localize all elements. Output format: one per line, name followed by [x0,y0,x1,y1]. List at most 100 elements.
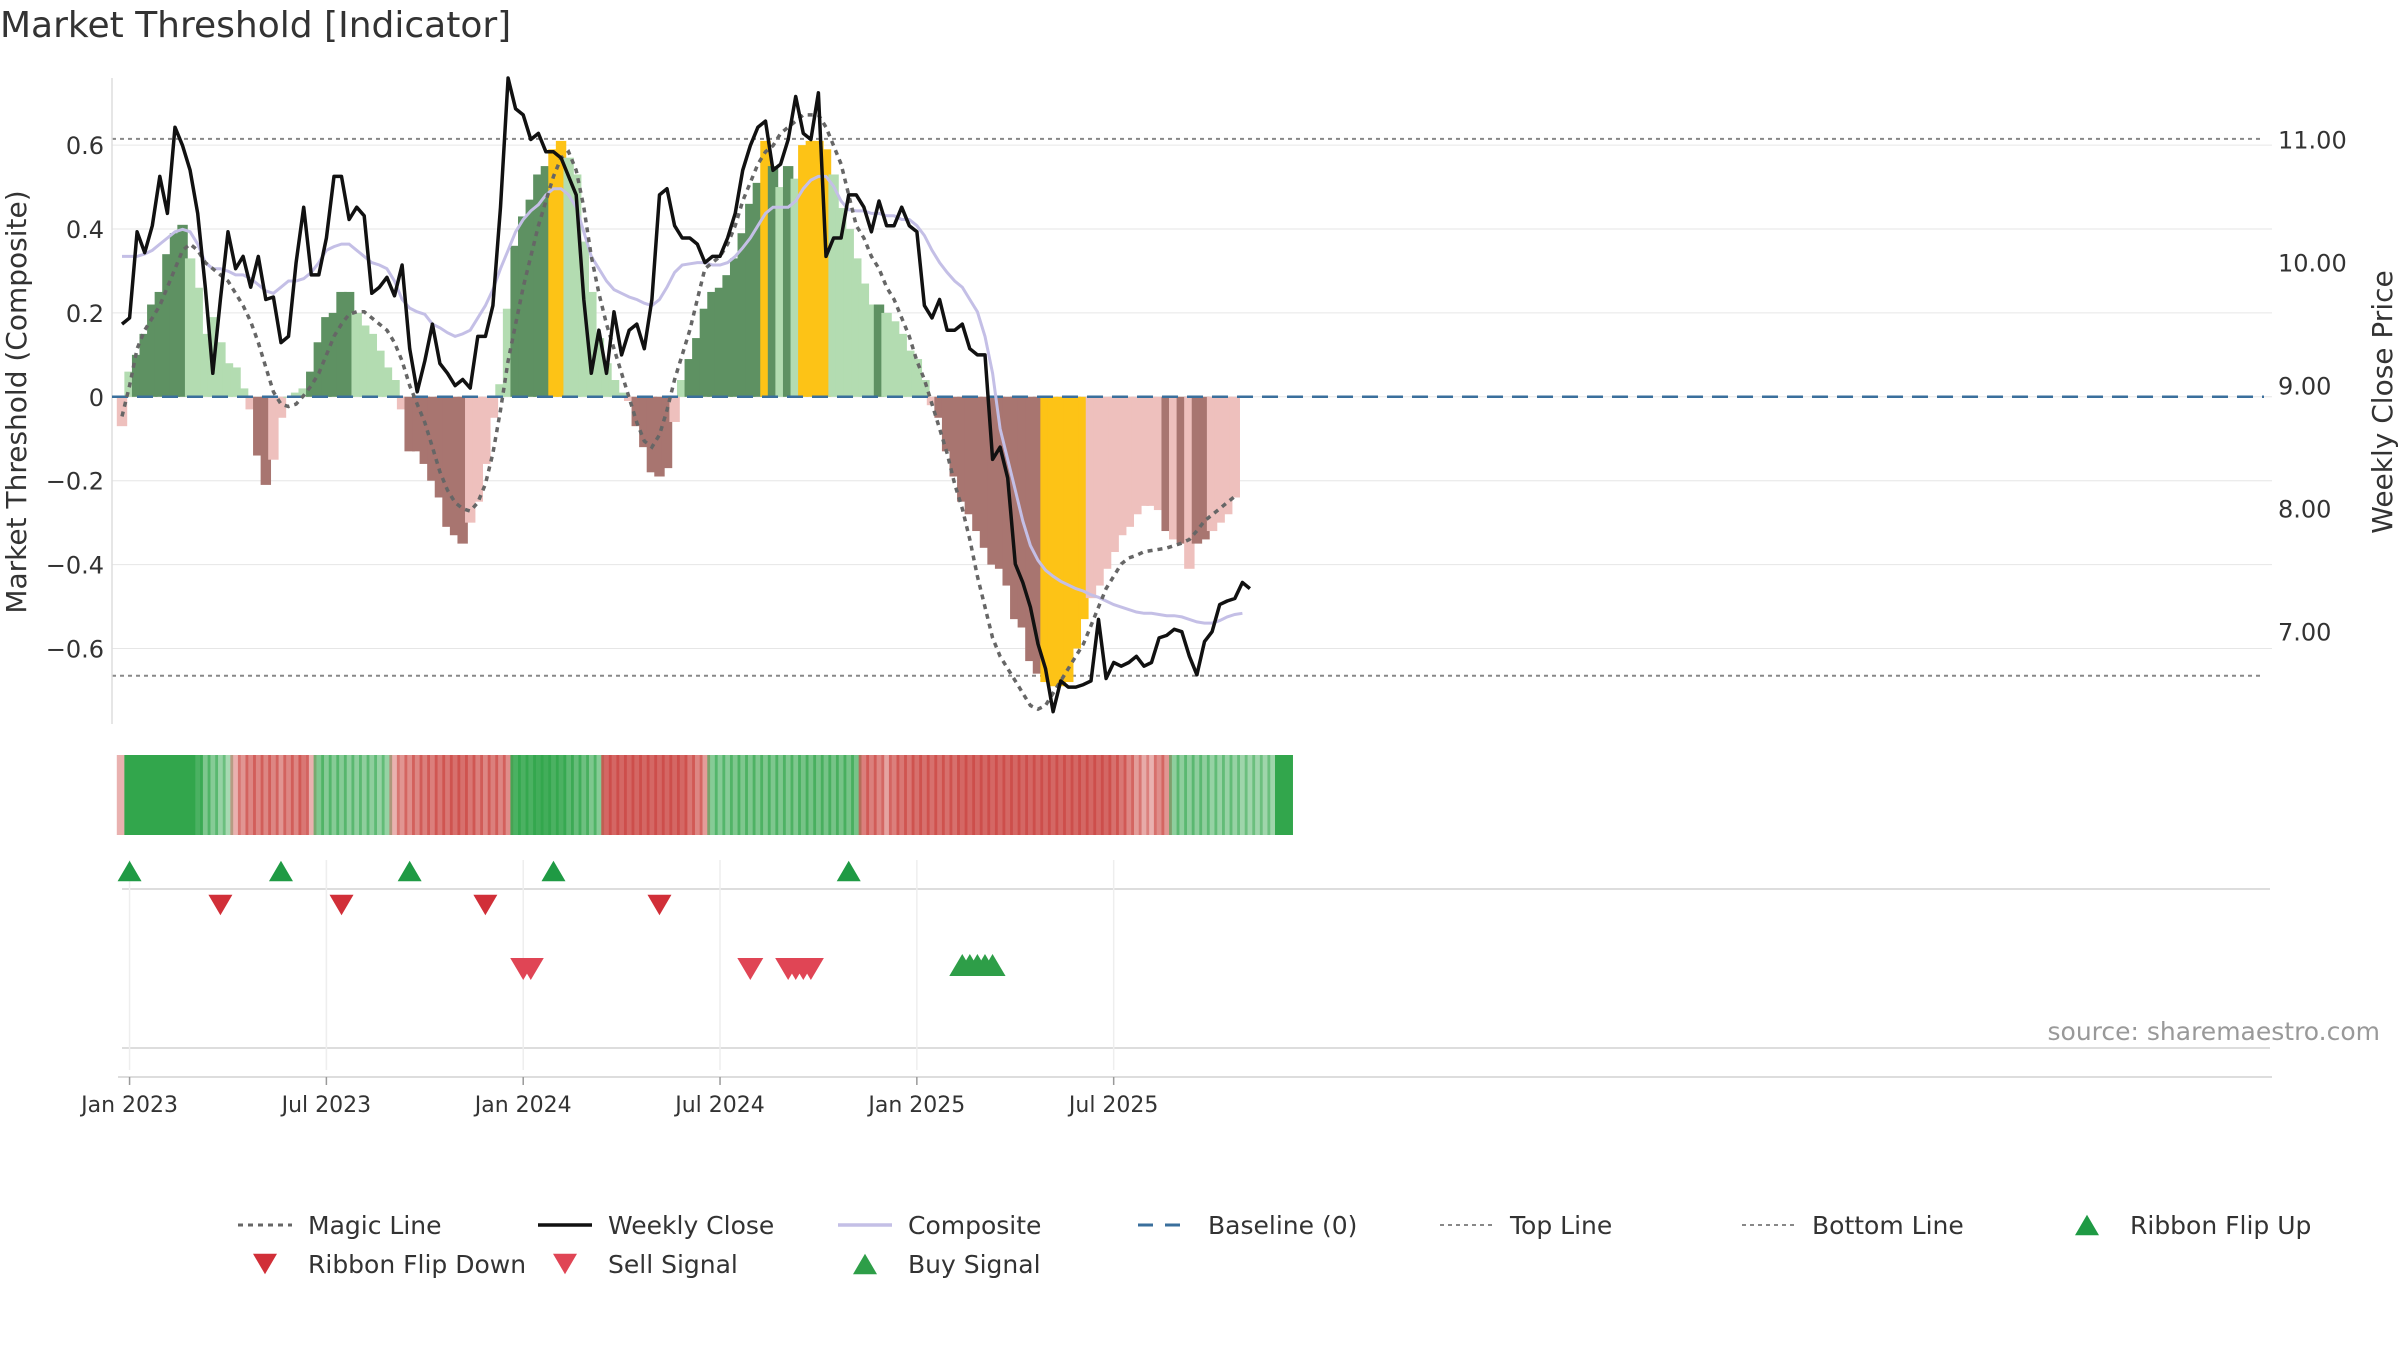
ribbon-cell [381,755,393,835]
composite-bar [858,283,870,397]
ribbon-cell [904,755,915,835]
ribbon-cell [608,755,620,835]
ribbon-cell [745,755,756,835]
ribbon-cell [616,755,627,835]
legend-label: Ribbon Flip Down [308,1250,526,1279]
composite-bar [275,396,287,418]
ribbon-cell [480,755,491,835]
x-tick-label: Jan 2023 [79,1093,178,1118]
ribbon-cell [987,755,998,835]
ribbon-cell [1275,755,1286,835]
ribbon-cell [313,755,325,835]
composite-bar [1191,396,1203,544]
ribbon-cell [177,755,188,835]
x-axis: Jan 2023 Jul 2023 Jan 2024 Jul 2024 Jan 2025… [79,1077,1158,1118]
composite-bar [1206,396,1218,532]
ribbon-cell [994,755,1006,835]
ribbon-cell [1282,755,1293,835]
composite-bar [260,396,272,485]
composite-bar [200,333,211,397]
composite-bar [790,178,801,397]
buy-signal-marker [979,953,1006,977]
composite-bar [964,396,976,515]
ribbon-flip-up-marker [397,860,422,882]
ribbon-cell [116,755,128,835]
y-tick-label-right: 11.00 [2278,127,2347,155]
ribbon-cell [502,755,514,835]
ribbon-cell [972,755,983,835]
composite-bar [169,233,181,397]
ribbon-cell [495,755,506,835]
y-axis-label-left: Market Threshold (Composite) [0,190,33,613]
sell-signal-marker [797,957,824,981]
ribbon-cell [321,755,332,835]
ribbon-cell [911,755,923,835]
ribbon-cell [457,755,468,835]
composite-bar [979,396,991,548]
composite-bar [957,396,968,502]
ribbon-cell [639,755,650,835]
ribbon-cell [230,755,241,835]
composite-bar [419,396,430,464]
ribbon-cell [162,755,173,835]
composite-bar [1108,396,1119,553]
ribbon-cell [1017,755,1029,835]
ribbon-cell [752,755,764,835]
composite-bar [646,396,658,473]
composite-bar [548,149,559,397]
composite-bar [533,174,544,397]
ribbon-cell [555,755,567,835]
ribbon-cell [1010,755,1021,835]
ribbon-cell [926,755,938,835]
composite-bar [192,287,203,397]
composite-bar [586,291,597,397]
ribbon-cell [1259,755,1271,835]
ribbon-cell [1184,755,1195,835]
weekly-close-line [120,76,1252,714]
legend-swatch-triangle-up [853,1253,877,1275]
ribbon-cell [1229,755,1240,835]
composite-bar [1025,396,1036,662]
ribbon-cell [442,755,453,835]
ribbon-cell [465,755,476,835]
ribbon-cell [139,755,150,835]
ribbon-flip-up-marker [836,860,861,882]
ribbon-cell [805,755,817,835]
composite-bar [404,396,415,452]
ribbon-flip-up-marker [117,860,142,882]
x-tick-label: Jul 2025 [1067,1093,1159,1118]
composite-bar [1047,396,1059,687]
ribbon-cell [404,755,415,835]
source-note: source: sharemaestro.com [2048,1017,2381,1046]
composite-bar [578,241,589,397]
composite-bar [1169,396,1180,540]
composite-bar [1116,396,1127,536]
ribbon-cell [215,755,226,835]
y-tick-label-left: −0.2 [46,468,104,496]
ribbon-cell [631,755,642,835]
legend-label: Magic Line [308,1211,442,1240]
ribbon-cell [1146,755,1157,835]
ribbon-cell [1252,755,1263,835]
ribbon-cell [510,755,521,835]
ribbon-cell [449,755,461,835]
ribbon-cell [487,755,499,835]
composite-bar [631,396,642,427]
ribbon-cell [1063,755,1074,835]
composite-bar [1138,396,1150,506]
ribbon-cell [684,755,695,835]
ribbon-cell [1047,755,1059,835]
composite-bar [328,312,340,397]
composite-bar [487,396,499,418]
ribbon-cell [1206,755,1218,835]
ribbon-cell [169,755,181,835]
ribbon-cell [192,755,203,835]
composite-bar [351,312,362,397]
chart-title: Market Threshold [Indicator] [0,5,511,46]
ribbon-cell [593,755,605,835]
composite-bar [374,350,385,397]
ribbon-cell [676,755,688,835]
y-axis-label-right: Weekly Close Price [2366,270,2399,533]
composite-bar [131,354,143,397]
ribbon-cell [669,755,680,835]
